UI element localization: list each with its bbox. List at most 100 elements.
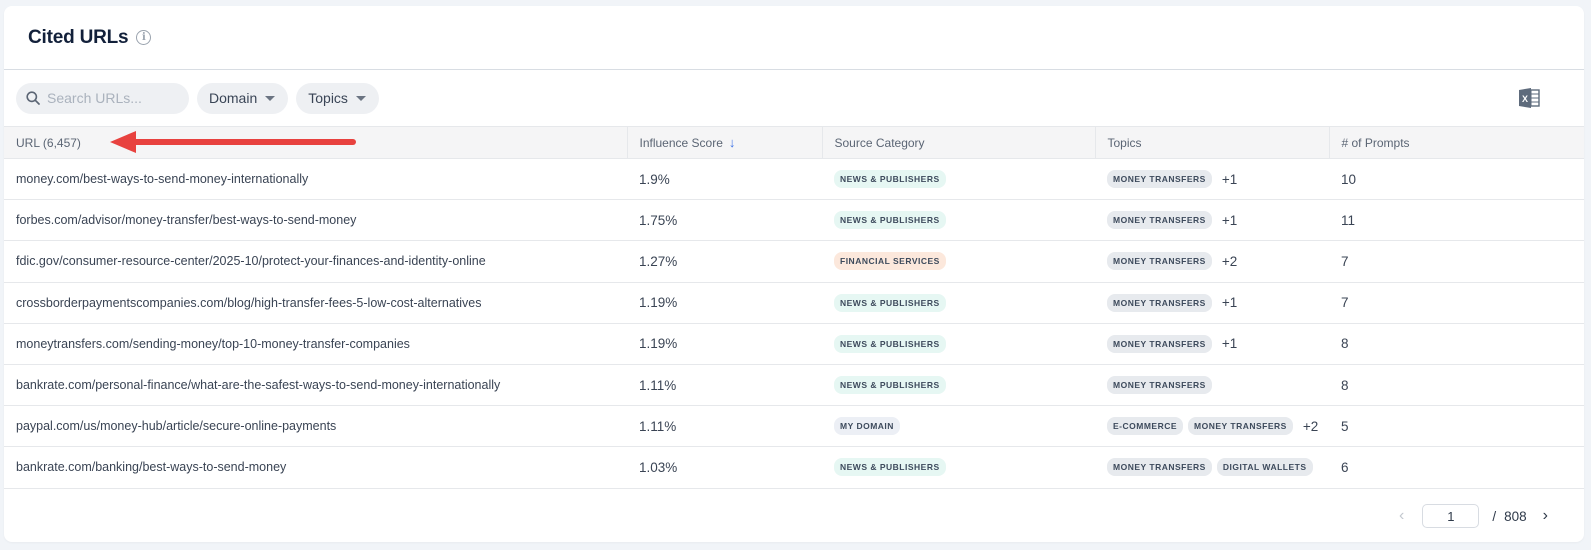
- total-pages: 808: [1504, 508, 1527, 524]
- source-category-cell: NEWS & PUBLISHERS: [822, 446, 1095, 489]
- url-cell[interactable]: fdic.gov/consumer-resource-center/2025-1…: [4, 240, 627, 283]
- url-cell[interactable]: bankrate.com/personal-finance/what-are-t…: [4, 364, 627, 407]
- topic-badge: MONEY TRANSFERS: [1107, 252, 1212, 271]
- prompts-cell: 6: [1329, 446, 1584, 489]
- topics-cell: MONEY TRANSFERS +1: [1095, 282, 1329, 324]
- influence-score-cell: 1.27%: [627, 240, 822, 283]
- domain-filter-label: Domain: [209, 90, 258, 106]
- more-topics-count[interactable]: +1: [1221, 212, 1238, 228]
- topic-badge: E-COMMERCE: [1107, 417, 1184, 436]
- export-excel-button[interactable]: X: [1518, 87, 1540, 114]
- category-badge: NEWS & PUBLISHERS: [834, 334, 946, 353]
- category-badge: NEWS & PUBLISHERS: [834, 293, 946, 312]
- category-badge: NEWS & PUBLISHERS: [834, 211, 946, 230]
- url-cell[interactable]: crossborderpaymentscompanies.com/blog/hi…: [4, 282, 627, 324]
- topic-badge: MONEY TRANSFERS: [1107, 376, 1212, 395]
- topics-filter-label: Topics: [308, 90, 348, 106]
- toolbar: Domain Topics X: [4, 70, 1584, 126]
- more-topics-count[interactable]: +1: [1221, 336, 1238, 352]
- topic-badge: DIGITAL WALLETS: [1216, 458, 1313, 477]
- table-row[interactable]: moneytransfers.com/sending-money/top-10-…: [4, 323, 1584, 365]
- table-row[interactable]: paypal.com/us/money-hub/article/secure-o…: [4, 405, 1584, 448]
- more-topics-count[interactable]: +2: [1302, 418, 1319, 434]
- url-cell[interactable]: money.com/best-ways-to-send-money-intern…: [4, 158, 627, 201]
- column-header-source-category[interactable]: Source Category: [821, 126, 1095, 159]
- source-category-cell: NEWS & PUBLISHERS: [822, 199, 1095, 242]
- table-row[interactable]: money.com/best-ways-to-send-money-intern…: [4, 158, 1584, 201]
- topics-cell: MONEY TRANSFERS: [1095, 364, 1329, 407]
- prompts-cell: 8: [1329, 323, 1584, 365]
- url-cell[interactable]: moneytransfers.com/sending-money/top-10-…: [4, 323, 627, 365]
- topics-filter-dropdown[interactable]: Topics: [296, 82, 379, 114]
- prompts-cell: 8: [1329, 364, 1584, 407]
- prompts-cell: 5: [1329, 405, 1584, 448]
- more-topics-count[interactable]: +2: [1221, 253, 1238, 269]
- caret-down-icon: [265, 95, 276, 101]
- svg-text:X: X: [1522, 94, 1528, 104]
- table-row[interactable]: bankrate.com/banking/best-ways-to-send-m…: [4, 446, 1584, 489]
- excel-icon: X: [1519, 88, 1540, 108]
- url-cell[interactable]: forbes.com/advisor/money-transfer/best-w…: [4, 199, 627, 242]
- influence-score-cell: 1.19%: [627, 282, 822, 324]
- sort-descending-icon[interactable]: ↓: [728, 135, 736, 150]
- category-badge: NEWS & PUBLISHERS: [834, 458, 946, 477]
- table-row[interactable]: forbes.com/advisor/money-transfer/best-w…: [4, 199, 1584, 242]
- table-row[interactable]: fdic.gov/consumer-resource-center/2025-1…: [4, 240, 1584, 283]
- column-header-prompts[interactable]: # of Prompts: [1328, 126, 1584, 159]
- influence-score-cell: 1.11%: [627, 364, 822, 407]
- more-topics-count[interactable]: +1: [1221, 171, 1238, 187]
- topics-cell: E-COMMERCE MONEY TRANSFERS +2: [1095, 405, 1329, 448]
- category-badge: FINANCIAL SERVICES: [834, 252, 946, 271]
- influence-score-cell: 1.03%: [627, 446, 822, 489]
- cited-urls-card: Cited URLs i Domain Topics X: [4, 6, 1584, 542]
- topics-cell: MONEY TRANSFERS +2: [1095, 240, 1329, 283]
- cited-urls-table: URL (6,457) Influence Score ↓ Source Cate…: [4, 126, 1584, 489]
- card-header: Cited URLs i: [4, 6, 1584, 70]
- source-category-cell: NEWS & PUBLISHERS: [822, 323, 1095, 365]
- source-category-cell: NEWS & PUBLISHERS: [822, 364, 1095, 407]
- domain-filter-dropdown[interactable]: Domain: [197, 82, 289, 114]
- topic-badge: MONEY TRANSFERS: [1107, 293, 1212, 312]
- column-header-topics[interactable]: Topics: [1094, 126, 1329, 159]
- next-page-button[interactable]: ›: [1542, 507, 1548, 524]
- influence-score-cell: 1.9%: [627, 158, 822, 201]
- topics-cell: MONEY TRANSFERS +1: [1095, 199, 1329, 242]
- page-title: Cited URLs: [28, 26, 129, 48]
- search-icon: [26, 91, 40, 105]
- column-header-url[interactable]: URL (6,457): [4, 126, 627, 159]
- category-badge: NEWS & PUBLISHERS: [834, 376, 946, 395]
- category-badge: MY DOMAIN: [834, 417, 900, 436]
- influence-score-cell: 1.11%: [627, 405, 822, 448]
- topics-cell: MONEY TRANSFERS +1: [1095, 323, 1329, 365]
- topic-badge: MONEY TRANSFERS: [1107, 458, 1212, 477]
- url-cell[interactable]: bankrate.com/banking/best-ways-to-send-m…: [4, 446, 627, 489]
- table-row[interactable]: crossborderpaymentscompanies.com/blog/hi…: [4, 282, 1584, 324]
- source-category-cell: NEWS & PUBLISHERS: [822, 158, 1095, 201]
- influence-score-cell: 1.75%: [627, 199, 822, 242]
- url-cell[interactable]: paypal.com/us/money-hub/article/secure-o…: [4, 405, 627, 448]
- topics-cell: MONEY TRANSFERS DIGITAL WALLETS: [1095, 446, 1329, 489]
- influence-score-cell: 1.19%: [627, 323, 822, 365]
- topic-badge: MONEY TRANSFERS: [1188, 417, 1293, 436]
- page-number-input[interactable]: [1422, 504, 1480, 528]
- pagination: ‹ / 808 ›: [1399, 504, 1548, 528]
- caret-down-icon: [355, 95, 366, 101]
- prompts-cell: 7: [1329, 282, 1584, 324]
- table-row[interactable]: bankrate.com/personal-finance/what-are-t…: [4, 364, 1584, 407]
- search-box[interactable]: [16, 82, 189, 114]
- previous-page-button[interactable]: ‹: [1399, 507, 1405, 524]
- table-header-row: URL (6,457) Influence Score ↓ Source Cate…: [4, 126, 1584, 159]
- topic-badge: MONEY TRANSFERS: [1107, 170, 1212, 189]
- category-badge: NEWS & PUBLISHERS: [834, 170, 946, 189]
- search-input[interactable]: [47, 90, 177, 106]
- topic-badge: MONEY TRANSFERS: [1107, 334, 1212, 353]
- column-header-influence-score[interactable]: Influence Score ↓: [626, 126, 822, 159]
- info-icon[interactable]: i: [136, 30, 152, 45]
- prompts-cell: 10: [1329, 158, 1584, 201]
- prompts-cell: 7: [1329, 240, 1584, 283]
- source-category-cell: MY DOMAIN: [822, 405, 1095, 448]
- topics-cell: MONEY TRANSFERS +1: [1095, 158, 1329, 201]
- more-topics-count[interactable]: +1: [1221, 295, 1238, 311]
- source-category-cell: NEWS & PUBLISHERS: [822, 282, 1095, 324]
- source-category-cell: FINANCIAL SERVICES: [822, 240, 1095, 283]
